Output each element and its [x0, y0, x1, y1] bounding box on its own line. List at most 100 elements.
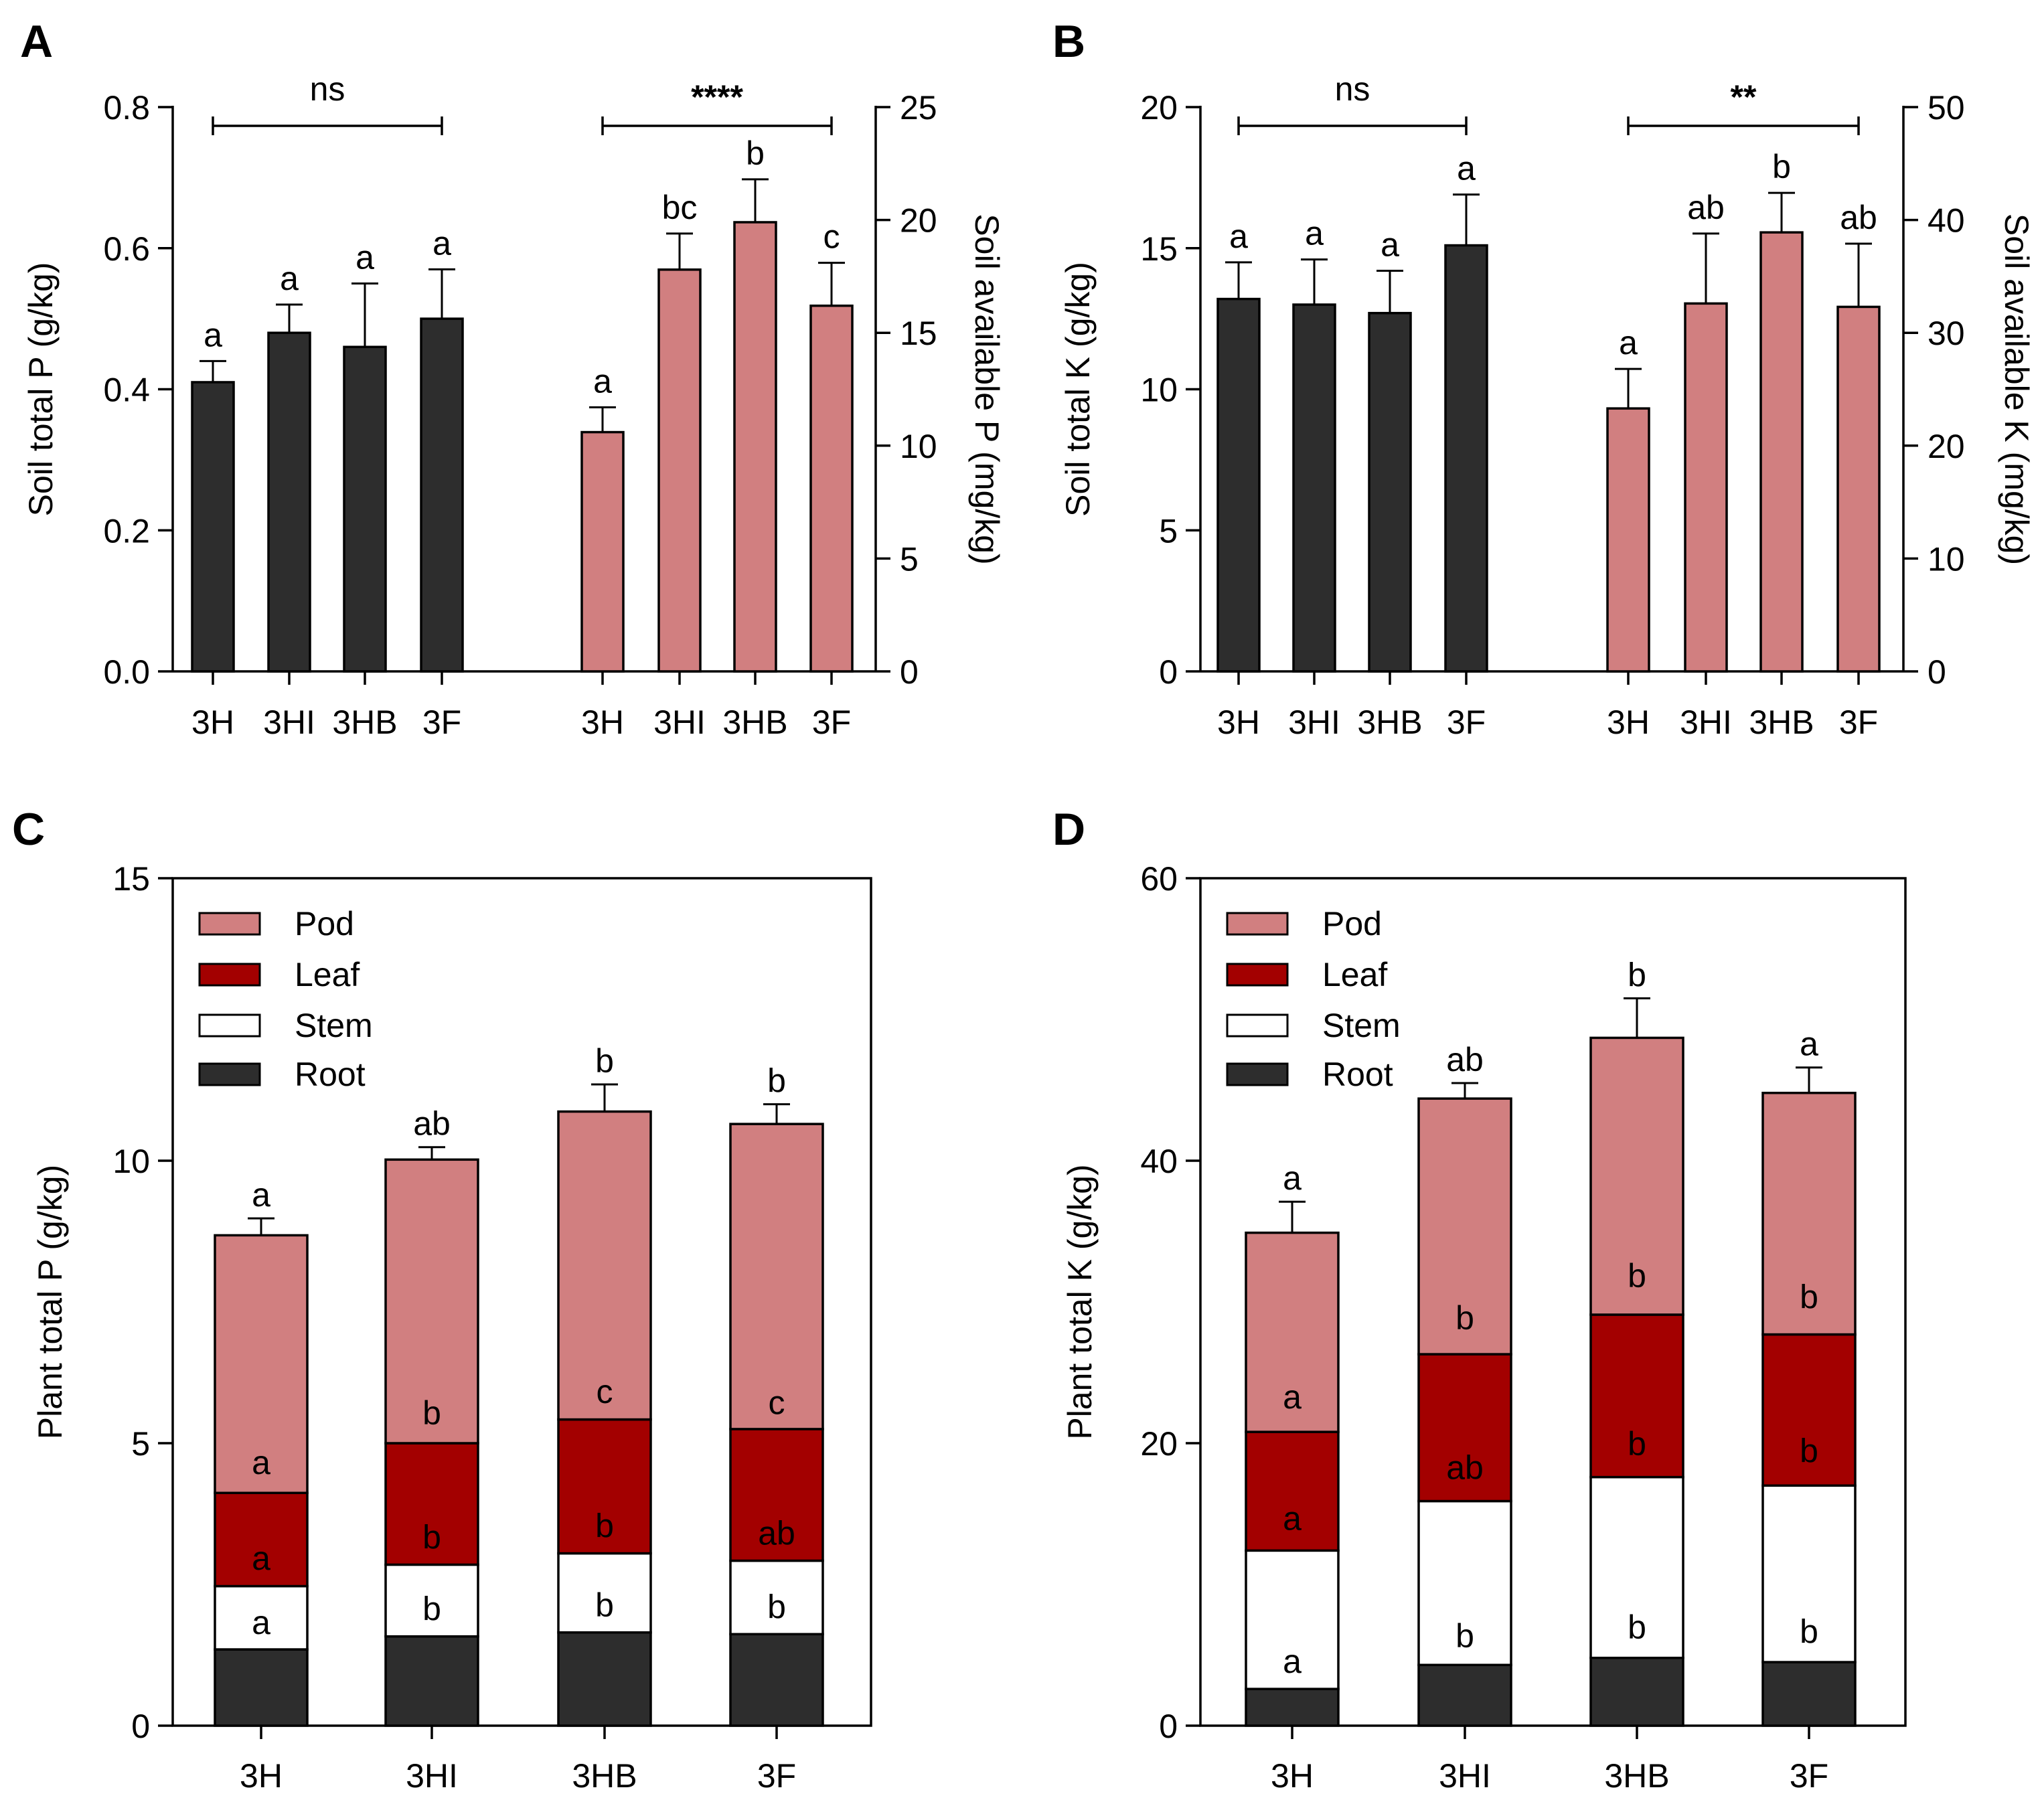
panel-c-legend-swatch-stem: [198, 1013, 261, 1038]
panel-c-stem-letter: b: [422, 1519, 441, 1556]
panel-c-legend-label-pod: Pod: [295, 905, 354, 942]
panel-c-stem-letter: a: [252, 1540, 270, 1577]
panel-a-right-tick-label: 20: [900, 202, 937, 240]
panel-d-legend-label-root: Root: [1322, 1056, 1393, 1093]
panel-c-bar-leaf: [729, 1428, 824, 1562]
panel-b-left-category-label: 3H: [1217, 704, 1260, 741]
panel-a-left-tick-label: 0.4: [103, 372, 150, 409]
panel-a-left-category-label: 3F: [422, 704, 461, 741]
panel-a-left-ylabel: Soil total P (g/kg): [22, 262, 60, 517]
panel-b-right-tick-label: 20: [1928, 428, 1965, 465]
panel-a-right-ylabel: Soil available P (mg/kg): [968, 214, 1006, 564]
panel-b-right-tick-label: 10: [1928, 540, 1965, 578]
panel-b-left-bar: [1292, 303, 1336, 673]
panel-b-left-tick-label: 20: [1140, 89, 1178, 127]
panel-a-left-bar: [191, 381, 235, 673]
panel-a-left-tick-label: 0.2: [103, 512, 150, 550]
panel-b-right-significance: **: [1731, 78, 1757, 116]
panel-d-bar-root: [1245, 1688, 1340, 1727]
panel-c-category-label: 3F: [757, 1757, 796, 1795]
panel-b-right-category-label: 3F: [1839, 704, 1878, 741]
panel-a-right-tick-label: 5: [900, 540, 919, 578]
panel-c-pod-letter: b: [767, 1062, 786, 1100]
panel-d-bar-stem: [1761, 1484, 1857, 1663]
panel-a-left-significance: ns: [310, 70, 345, 108]
panel-label-d: D: [1052, 804, 1085, 855]
panel-c-bar-pod: [384, 1158, 479, 1445]
panel-b-right-letter: b: [1772, 148, 1791, 185]
panel-c-bar-pod: [729, 1123, 824, 1430]
panel-c-y-tick-label: 5: [131, 1425, 150, 1463]
panel-b-right-tick-label: 30: [1928, 315, 1965, 352]
panel-d-category-label: 3HB: [1604, 1757, 1669, 1795]
panel-a-left-bar: [343, 345, 387, 673]
panel-c-category-label: 3H: [240, 1757, 283, 1795]
panel-d-legend-swatch-stem: [1226, 1013, 1289, 1038]
panel-d-y-tick-label: 60: [1140, 860, 1178, 898]
panel-d-root-letter: b: [1628, 1609, 1646, 1646]
panel-d-bar-leaf: [1761, 1333, 1857, 1487]
panel-d-pod-letter: a: [1283, 1159, 1302, 1197]
panel-b-left-bar: [1444, 244, 1488, 673]
panel-d-legend-swatch-leaf: [1226, 963, 1289, 987]
panel-a-left-letter: a: [433, 224, 451, 262]
panel-a-left-bar: [267, 331, 311, 673]
panel-d-pod-letter: b: [1628, 956, 1646, 993]
panel-d-bar-stem: [1245, 1549, 1340, 1690]
panel-c-leaf-letter: b: [422, 1394, 441, 1432]
panel-c-bar-pod: [557, 1110, 652, 1421]
panel-c-pod-letter: ab: [413, 1105, 451, 1143]
panel-c-leaf-letter: c: [597, 1373, 613, 1410]
panel-d-bar-leaf: [1589, 1313, 1684, 1479]
panel-a-right-tick-label: 10: [900, 428, 937, 465]
panel-a-right-letter: a: [593, 362, 612, 400]
panel-c-root-letter: b: [422, 1590, 441, 1628]
panel-a-left-letter: a: [204, 316, 222, 353]
panel-c-legend-swatch-root: [198, 1062, 261, 1086]
panel-c-category-label: 3HI: [406, 1757, 458, 1795]
panel-d-y-tick-label: 40: [1140, 1143, 1178, 1180]
panel-d-legend-label-leaf: Leaf: [1322, 956, 1387, 993]
panel-d-bar-pod: [1761, 1091, 1857, 1336]
panel-d-category-label: 3F: [1790, 1757, 1828, 1795]
panel-a-right-category-label: 3HI: [653, 704, 706, 741]
panel-c-legend-label-leaf: Leaf: [295, 956, 360, 993]
panel-d-bar-stem: [1589, 1475, 1684, 1659]
panel-b-right-category-label: 3HB: [1749, 704, 1814, 741]
panel-a-left-bar: [420, 317, 464, 673]
panel-b-right-bar: [1606, 407, 1650, 673]
panel-b-right-bar: [1836, 305, 1881, 673]
panel-a-left-category-label: 3HB: [332, 704, 397, 741]
panel-b-right-tick-label: 0: [1928, 653, 1946, 691]
panel-d-root-letter: b: [1456, 1617, 1474, 1655]
panel-d-leaf-letter: b: [1800, 1278, 1818, 1315]
panel-d-ylabel: Plant total K (g/kg): [1061, 1164, 1099, 1439]
panel-c-legend-swatch-pod: [198, 912, 261, 936]
panel-d-bar-pod: [1417, 1097, 1512, 1356]
panel-a-right-category-label: 3HB: [722, 704, 787, 741]
panel-b-left-ylabel: Soil total K (g/kg): [1059, 262, 1097, 517]
panel-b-left-tick-label: 15: [1140, 230, 1178, 268]
panel-b-right-category-label: 3H: [1607, 704, 1650, 741]
panel-b-right-letter: ab: [1840, 199, 1877, 236]
panel-b-right-ylabel: Soil available K (mg/kg): [1998, 214, 2035, 565]
panel-a-right-tick-label: 25: [900, 89, 937, 127]
panel-c-bar-root: [384, 1635, 479, 1727]
panel-c-bar-leaf: [557, 1418, 652, 1555]
panel-c-plot-frame: [171, 877, 872, 1727]
panel-b-right-letter: ab: [1687, 189, 1725, 226]
panel-d-bar-stem: [1417, 1499, 1512, 1667]
panel-d-plot-frame: [1199, 877, 1907, 1727]
panel-b-left-bar: [1368, 311, 1412, 673]
panel-d-pod-letter: a: [1800, 1025, 1818, 1063]
panel-a-right-tick-label: 15: [900, 315, 937, 352]
panel-a-right-letter: b: [746, 135, 765, 172]
panel-d-pod-letter: ab: [1446, 1041, 1484, 1078]
panel-d-bar-pod: [1245, 1231, 1340, 1433]
panel-a-right-category-label: 3H: [581, 704, 624, 741]
panel-a-right-bar: [809, 304, 854, 673]
panel-c-y-tick-label: 10: [112, 1143, 150, 1180]
panel-b-right-bar: [1684, 302, 1728, 673]
panel-c-bar-leaf: [214, 1491, 309, 1588]
